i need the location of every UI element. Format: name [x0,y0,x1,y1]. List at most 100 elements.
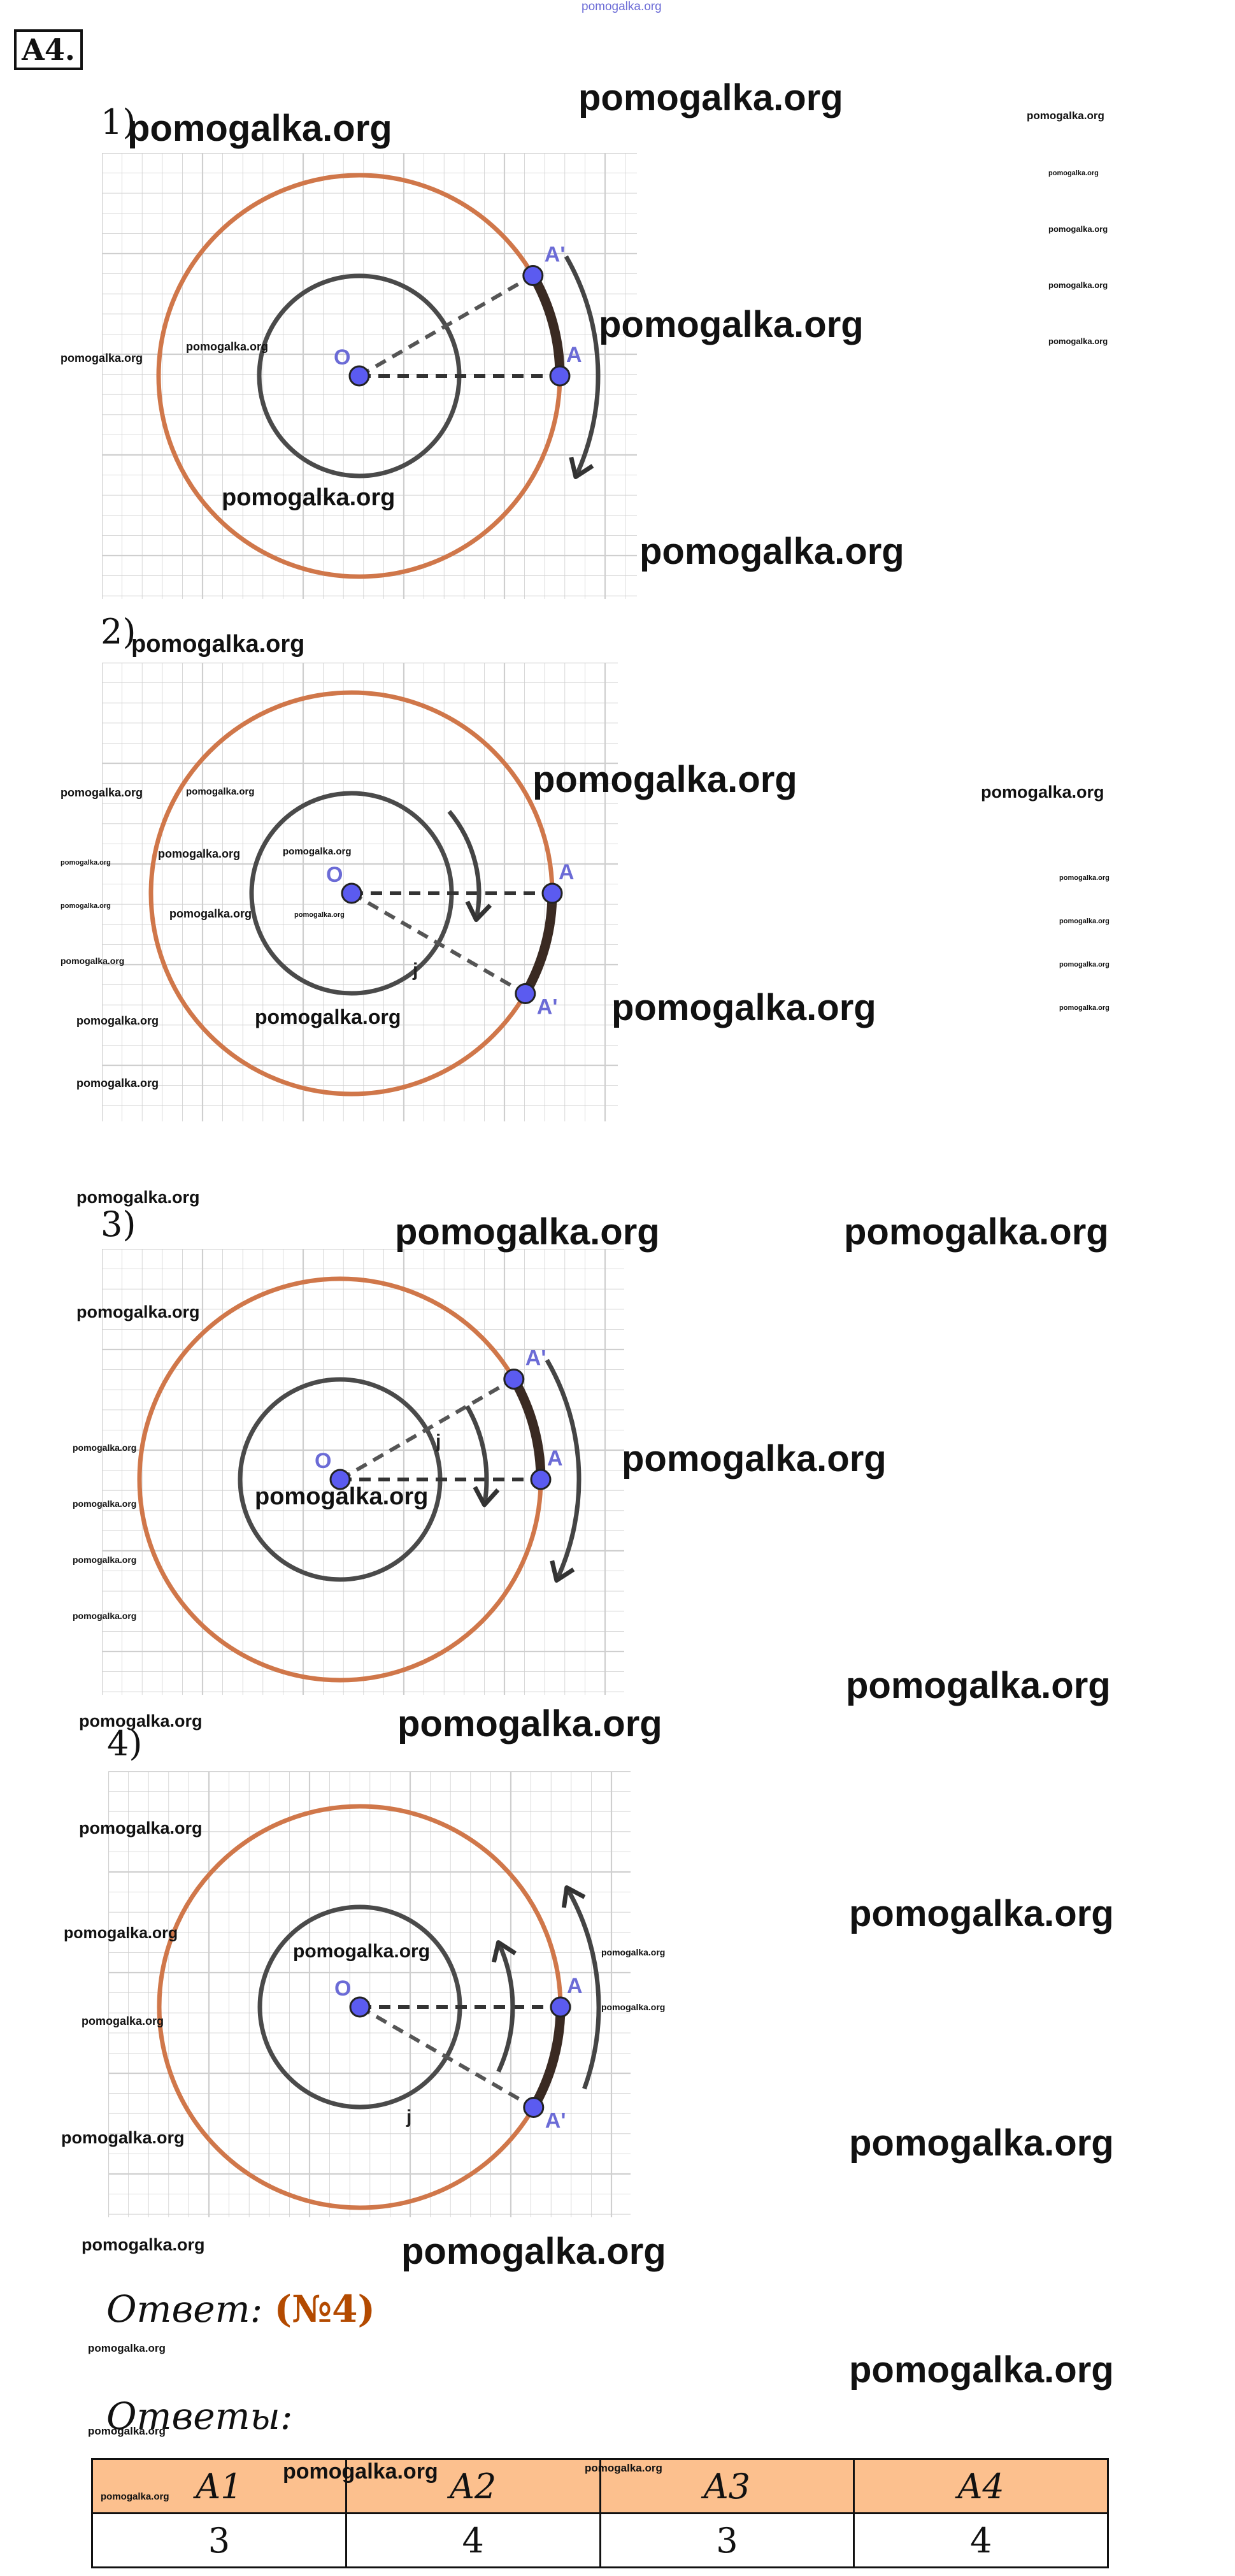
watermark: pomogalka.org [1027,110,1104,122]
watermark: pomogalka.org [622,1438,887,1479]
watermark: pomogalka.org [849,1893,1114,1934]
label-A-prime: A' [545,2109,566,2133]
point-A-prime [515,983,536,1004]
watermark: pomogalka.org [222,484,396,511]
rotation-arrow-head [569,456,594,479]
rotation-arrow [545,1358,582,1581]
rotation-arrow-head [561,1885,586,1908]
rotation-arrow-head [465,900,492,923]
watermark: pomogalka.org [73,1443,137,1453]
segment-OA-prime [358,273,534,378]
label-A: A [567,1974,583,1998]
watermark: pomogalka.org [79,1711,203,1731]
watermark: pomogalka.org [127,108,392,149]
answers-value-cell: 3 [91,2512,347,2568]
watermark: pomogalka.org [1048,169,1099,177]
watermark: pomogalka.org [255,1005,401,1028]
point-O [349,1996,371,2018]
rotation-arrow [564,1886,601,2090]
watermark: pomogalka.org [88,2425,166,2437]
watermark: pomogalka.org [158,847,241,860]
point-O [348,365,370,387]
figure-3-rotation: O A A' j [102,1249,624,1695]
watermark: pomogalka.org [61,352,143,364]
figure-number-4: 4) [107,1723,143,1764]
watermark: pomogalka.org [1048,280,1108,290]
label-O: O [334,345,350,370]
label-O: O [315,1449,331,1473]
figure-4-rotation: O A A' j [108,1771,631,2217]
point-A-prime [522,265,544,286]
watermark: pomogalka.org [401,2231,666,2272]
label-O: O [326,863,343,887]
rotation-arrow [465,1405,489,1506]
watermark: pomogalka.org [186,786,255,797]
watermark: pomogalka.org [82,2235,205,2254]
highlighted-arc [529,2002,566,2112]
watermark: pomogalka.org [283,846,352,857]
angle-mark-j: j [435,1431,441,1452]
answers-value-cell: 4 [345,2512,601,2568]
point-A [549,365,571,387]
watermark: pomogalka.org [395,1211,660,1253]
watermark: pomogalka.org [294,911,345,919]
point-A [530,1469,552,1490]
watermark: pomogalka.org [293,1941,431,1962]
figure-number-2: 2) [101,612,136,652]
rotation-arrow-head [550,1560,575,1583]
watermark: pomogalka.org [61,956,125,966]
answers-header-cell: A3 [599,2458,855,2514]
figure-number-1: 1) [101,102,136,142]
watermark: pomogalka.org [79,1818,203,1838]
label-A-prime: A' [545,243,566,267]
label-A: A [559,860,575,884]
label-A: A [566,343,582,367]
segment-OA-prime [339,1377,515,1481]
watermark: pomogalka.org [582,0,662,13]
answers-value-cell: 4 [853,2512,1109,2568]
watermark: pomogalka.org [849,2122,1114,2164]
watermark: pomogalka.org [61,859,111,867]
answer-line: Ответ: (№4) [106,2287,375,2331]
watermark: pomogalka.org [61,786,143,799]
angle-mark-j: j [406,2106,411,2127]
figure-number-3: 3) [101,1204,136,1244]
watermark: pomogalka.org [981,782,1104,802]
watermark: pomogalka.org [1059,1004,1110,1012]
watermark: pomogalka.org [73,1499,137,1509]
point-A-prime [503,1369,525,1390]
watermark: pomogalka.org [585,2462,662,2474]
rotation-arrow [564,255,601,478]
watermark: pomogalka.org [1048,336,1108,346]
watermark: pomogalka.org [1048,224,1108,234]
watermark: pomogalka.org [849,2349,1114,2391]
watermark: pomogalka.org [169,907,252,920]
watermark: pomogalka.org [64,1924,178,1942]
answers-header-cell: A1 [91,2458,347,2514]
watermark: pomogalka.org [76,1014,159,1027]
point-A-prime [523,2097,545,2118]
watermark: pomogalka.org [1059,874,1110,882]
watermark: pomogalka.org [283,2459,438,2484]
point-O [341,882,362,904]
highlighted-arc [520,888,557,998]
watermark: pomogalka.org [397,1703,662,1745]
watermark: pomogalka.org [82,2015,164,2027]
watermark: pomogalka.org [846,1665,1111,1706]
rotation-arrow-head [491,1940,517,1963]
label-O: O [334,1976,351,2001]
rotation-arrow-head [473,1486,500,1507]
answers-header-cell: A2 [345,2458,601,2514]
watermark: pomogalka.org [61,2128,185,2147]
point-A [541,882,563,904]
watermark: pomogalka.org [639,531,904,572]
watermark: pomogalka.org [532,759,797,800]
point-O [329,1469,351,1490]
watermark: pomogalka.org [1059,961,1110,968]
watermark: pomogalka.org [611,987,876,1028]
figure-2-rotation: O A A' j [102,663,618,1121]
rotation-arrow [447,810,482,921]
label-A-prime: A' [525,1346,546,1371]
segment-OA-prime [359,2005,535,2110]
watermark: pomogalka.org [76,1077,159,1090]
